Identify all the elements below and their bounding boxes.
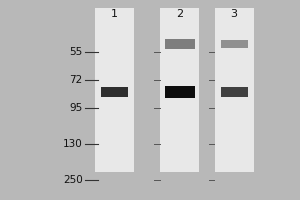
Bar (214, 8, 254, 172)
Bar (165, 86, 195, 98)
Text: 95: 95 (69, 103, 82, 113)
Bar (220, 40, 248, 48)
Text: 72: 72 (69, 75, 82, 85)
Bar (160, 8, 200, 172)
Bar (100, 87, 127, 97)
Bar (94, 8, 134, 172)
Text: 3: 3 (230, 9, 238, 19)
Text: 2: 2 (176, 9, 184, 19)
Text: 55: 55 (69, 47, 82, 57)
Text: 250: 250 (63, 175, 82, 185)
Text: 130: 130 (63, 139, 82, 149)
Text: 1: 1 (110, 9, 118, 19)
Bar (220, 87, 248, 97)
Bar (165, 39, 195, 49)
